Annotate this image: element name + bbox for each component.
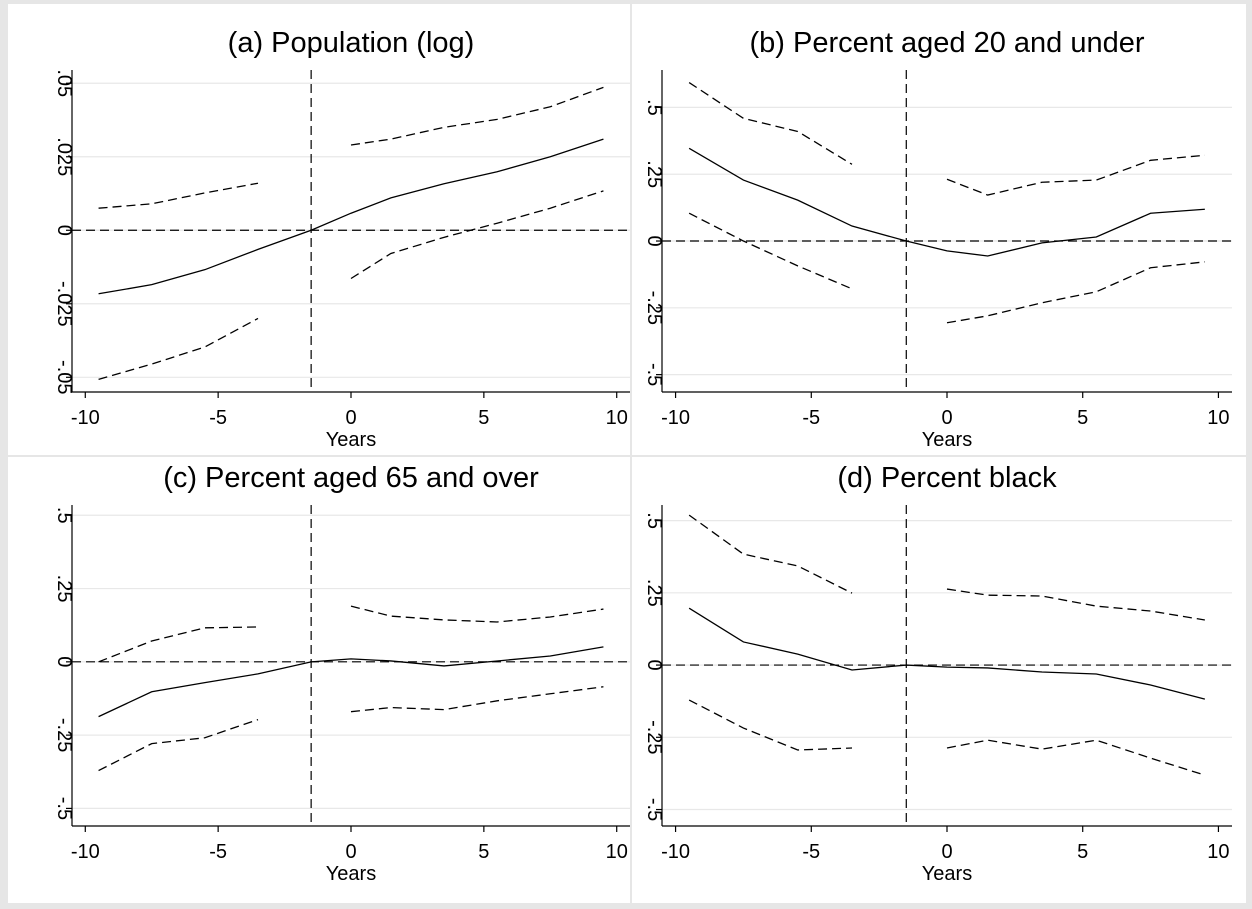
x-tick-label: 10 bbox=[606, 407, 628, 429]
panel-background bbox=[632, 457, 1246, 903]
x-tick-label: -10 bbox=[71, 407, 100, 429]
x-tick-label: 0 bbox=[941, 407, 952, 429]
panel-title: (d) Percent black bbox=[837, 462, 1057, 494]
ci-line bbox=[688, 82, 1205, 196]
estimate-line bbox=[98, 646, 604, 718]
x-axis-label: Years bbox=[922, 429, 972, 451]
panel-background bbox=[632, 4, 1246, 455]
x-tick-label: 5 bbox=[478, 841, 489, 863]
estimate-line bbox=[98, 138, 604, 295]
x-tick-label: 0 bbox=[345, 841, 356, 863]
x-axis-label: Years bbox=[922, 863, 972, 885]
x-axis-label: Years bbox=[326, 429, 376, 451]
panel-title: (c) Percent aged 65 and over bbox=[163, 462, 539, 494]
y-tick-label: .5 bbox=[643, 512, 665, 529]
x-tick-label: 10 bbox=[1207, 841, 1229, 863]
y-tick-label: -.5 bbox=[643, 363, 665, 386]
y-tick-label: -.25 bbox=[53, 718, 75, 752]
estimate-line bbox=[688, 607, 1206, 700]
ci-line bbox=[98, 686, 604, 772]
y-tick-label: -.5 bbox=[643, 798, 665, 821]
estimate-line bbox=[688, 147, 1205, 257]
x-tick-label: 10 bbox=[1207, 407, 1229, 429]
y-tick-label: .25 bbox=[643, 160, 665, 188]
x-tick-label: -5 bbox=[802, 841, 820, 863]
x-tick-label: 5 bbox=[1077, 841, 1088, 863]
x-tick-label: 0 bbox=[941, 841, 952, 863]
x-tick-label: -10 bbox=[661, 407, 690, 429]
y-tick-label: 0 bbox=[53, 656, 75, 667]
y-tick-label: -.25 bbox=[643, 720, 665, 754]
y-tick-label: -.25 bbox=[643, 291, 665, 325]
y-tick-label: -.05 bbox=[53, 360, 75, 394]
x-tick-label: 5 bbox=[1077, 407, 1088, 429]
x-tick-label: -5 bbox=[209, 407, 227, 429]
y-tick-label: .25 bbox=[53, 575, 75, 603]
ci-line bbox=[98, 190, 604, 380]
ci-line bbox=[688, 514, 1205, 621]
y-tick-label: .05 bbox=[53, 69, 75, 97]
y-tick-label: .025 bbox=[53, 137, 75, 176]
x-tick-label: 5 bbox=[478, 407, 489, 429]
y-tick-label: -.025 bbox=[53, 281, 75, 327]
panel-title: (a) Population (log) bbox=[228, 27, 475, 59]
y-tick-label: .5 bbox=[643, 99, 665, 116]
ci-line bbox=[688, 699, 1206, 776]
ci-line bbox=[98, 605, 604, 663]
panel-background bbox=[8, 4, 630, 455]
y-tick-label: 0 bbox=[53, 225, 75, 236]
x-tick-label: -5 bbox=[802, 407, 820, 429]
y-tick-label: -.5 bbox=[53, 797, 75, 820]
y-tick-label: .5 bbox=[53, 507, 75, 524]
x-tick-label: 0 bbox=[345, 407, 356, 429]
y-tick-label: 0 bbox=[643, 235, 665, 246]
x-tick-label: -10 bbox=[661, 841, 690, 863]
y-tick-label: .25 bbox=[643, 579, 665, 607]
panel-background bbox=[8, 457, 630, 903]
x-tick-label: 10 bbox=[606, 841, 628, 863]
ci-line bbox=[688, 212, 1205, 324]
ci-line bbox=[98, 86, 604, 209]
y-tick-label: 0 bbox=[643, 660, 665, 671]
panel-title: (b) Percent aged 20 and under bbox=[750, 27, 1145, 59]
x-tick-label: -10 bbox=[71, 841, 100, 863]
x-tick-label: -5 bbox=[209, 841, 227, 863]
x-axis-label: Years bbox=[326, 863, 376, 885]
